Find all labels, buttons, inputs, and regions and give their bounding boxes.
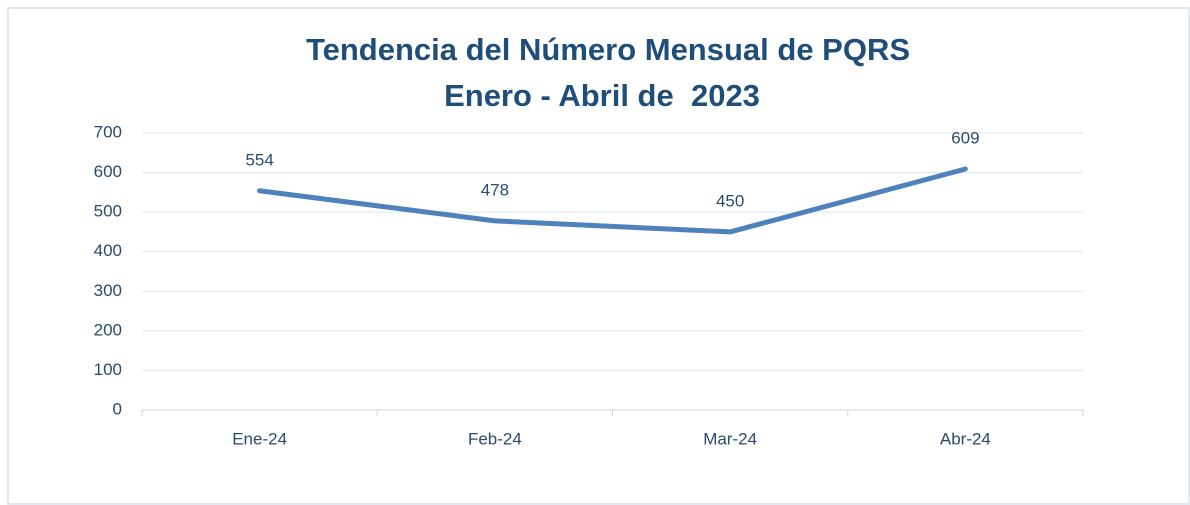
x-tick-label: Mar-24	[703, 429, 757, 448]
y-tick-label: 500	[94, 202, 122, 221]
y-tick-label: 200	[94, 320, 122, 339]
chart-title: Tendencia del Número Mensual de PQRS	[306, 32, 910, 67]
x-tick-label: Feb-24	[468, 429, 522, 448]
y-tick-label: 0	[113, 399, 122, 418]
y-tick-label: 400	[94, 241, 122, 260]
data-label: 450	[716, 191, 744, 210]
data-label: 478	[481, 180, 509, 199]
x-tick-label: Abr-24	[940, 429, 991, 448]
y-tick-label: 700	[94, 122, 122, 141]
y-tick-label: 600	[94, 162, 122, 181]
x-tick-label: Ene-24	[232, 429, 287, 448]
y-tick-label: 100	[94, 360, 122, 379]
chart-subtitle: Enero - Abril de 2023	[444, 78, 760, 113]
y-tick-label: 300	[94, 281, 122, 300]
line-series	[257, 166, 968, 235]
chart-frame	[7, 7, 1190, 505]
data-label: 554	[245, 150, 273, 169]
data-label: 609	[951, 128, 979, 147]
